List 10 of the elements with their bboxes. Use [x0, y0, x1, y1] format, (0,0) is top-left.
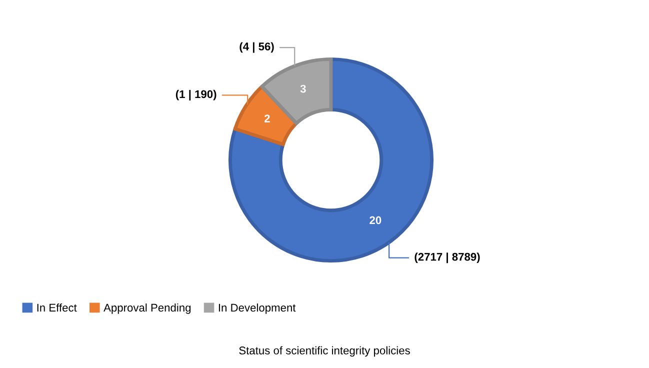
data-label: 2	[264, 114, 270, 122]
data-label: 3	[300, 84, 306, 93]
text: (1 | 190)	[176, 90, 216, 100]
text: Status of scientific integrity policies	[239, 346, 410, 357]
data-label: 20	[370, 216, 382, 224]
text: (4 | 56)	[240, 42, 274, 53]
legend-label: Approval Pending	[104, 303, 191, 314]
legend-label: In Effect	[37, 303, 77, 312]
text: (2717 | 8789)	[414, 252, 480, 264]
legend-label: In Development	[218, 303, 296, 314]
